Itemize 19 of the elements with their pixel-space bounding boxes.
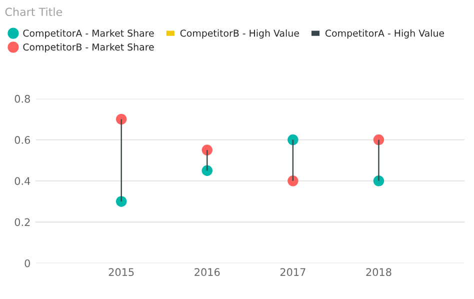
legend-label: CompetitorA - Market Share: [23, 29, 154, 39]
y-tick-label: 0.4: [14, 177, 30, 185]
x-tick-label: 2015: [108, 268, 134, 276]
point: [288, 134, 298, 146]
point: [288, 176, 298, 186]
y-tick-label: 0.8: [14, 94, 30, 103]
y-tick-label: 0.2: [14, 218, 30, 226]
point: [202, 144, 213, 156]
point: [202, 165, 213, 176]
legend-label: CompetitorB - Market Share: [23, 43, 154, 52]
x-tick-label: 2017: [280, 268, 306, 276]
y-tick-label: 0.6: [14, 136, 30, 144]
legend-label: CompetitorB - High Value: [180, 29, 299, 39]
y-tick-label: 0: [24, 259, 30, 268]
x-tick-label: 2018: [366, 268, 392, 276]
chart-title: Chart Title: [5, 7, 62, 16]
point: [373, 134, 384, 146]
x-tick-label: 2016: [194, 268, 220, 276]
legend-label: CompetitorA - High Value: [325, 29, 444, 39]
